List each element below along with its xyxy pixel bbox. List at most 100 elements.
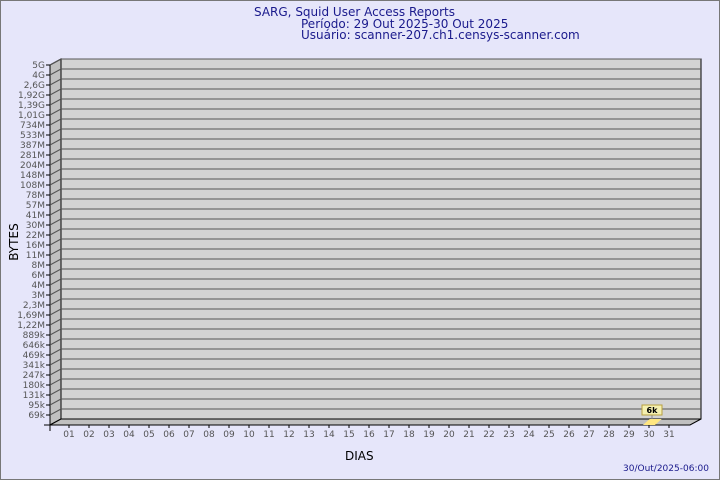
y-tick-label: 22M [26, 231, 45, 241]
x-tick-label: 09 [223, 430, 235, 440]
gridline-side [49, 388, 62, 396]
x-tick-label: 17 [383, 430, 394, 440]
timestamp: 30/Out/2025-06:00 [623, 464, 709, 474]
chart-user: Usuário: scanner-207.ch1.censys-scanner.… [301, 28, 580, 42]
gridline-side [49, 208, 62, 216]
x-tick-label: 15 [343, 430, 354, 440]
plot-floor [49, 418, 702, 426]
gridline-side [49, 258, 62, 266]
chart-period: Período: 29 Out 2025-30 Out 2025 [301, 17, 509, 31]
y-tick-label: 281M [20, 151, 45, 161]
gridline-side [49, 398, 62, 406]
y-tick-label: 8M [32, 261, 46, 271]
gridline-side [49, 108, 62, 116]
gridline-side [49, 378, 62, 386]
x-tick-label: 10 [243, 430, 255, 440]
y-tick-label: 30M [26, 221, 45, 231]
gridline-side [49, 308, 62, 316]
gridline-side [49, 228, 62, 236]
x-axis-label: DIAS [345, 449, 374, 463]
x-tick-label: 05 [143, 430, 154, 440]
y-tick-label: 247k [23, 371, 46, 381]
y-tick-label: 16M [26, 241, 45, 251]
gridline-side [49, 368, 62, 376]
x-tick-label: 30 [643, 430, 655, 440]
x-tick-label: 24 [523, 430, 535, 440]
y-tick-label: 889k [23, 331, 46, 341]
y-tick-label: 1,69M [17, 311, 45, 321]
bar-data-label: 6k [647, 406, 659, 415]
x-tick-label: 03 [103, 430, 114, 440]
x-tick-label: 01 [63, 430, 74, 440]
gridline-side [49, 148, 62, 156]
y-tick-label: 78M [26, 191, 45, 201]
gridline-side [49, 118, 62, 126]
gridline-side [49, 348, 62, 356]
x-tick-label: 20 [443, 430, 455, 440]
gridline-side [49, 158, 62, 166]
y-tick-label: 1,22M [17, 321, 45, 331]
gridline-side [49, 168, 62, 176]
x-tick-label: 22 [483, 430, 494, 440]
gridline-side [49, 128, 62, 136]
gridline-side [49, 248, 62, 256]
gridline-side [49, 238, 62, 246]
gridline-side [49, 358, 62, 366]
gridline-side [49, 408, 62, 416]
x-tick-label: 02 [83, 430, 94, 440]
gridline-side [49, 138, 62, 146]
gridline-side [49, 58, 62, 66]
x-tick-label: 04 [123, 430, 135, 440]
x-tick-label: 31 [663, 430, 674, 440]
x-tick-label: 07 [183, 430, 194, 440]
x-tick-label: 29 [623, 430, 635, 440]
x-tick-label: 11 [263, 430, 274, 440]
y-tick-label: 3M [32, 291, 46, 301]
gridline-side [49, 188, 62, 196]
y-tick-label: 131k [23, 391, 46, 401]
y-tick-label: 1,01G [18, 111, 45, 121]
y-tick-label: 148M [20, 171, 45, 181]
x-tick-label: 14 [323, 430, 335, 440]
y-tick-label: 1,39G [18, 101, 45, 111]
y-tick-label: 69k [28, 411, 45, 421]
gridline-side [49, 198, 62, 206]
y-tick-label: 180k [23, 381, 46, 391]
gridline-side [49, 178, 62, 186]
gridline-side [49, 268, 62, 276]
x-tick-label: 23 [503, 430, 514, 440]
x-tick-label: 27 [583, 430, 594, 440]
x-tick-label: 18 [403, 430, 415, 440]
gridline-side [49, 218, 62, 226]
bar-label-box [641, 404, 663, 416]
gridline-side [49, 78, 62, 86]
bar [643, 419, 662, 425]
y-tick-label: 1,92G [18, 91, 45, 101]
x-tick-label: 21 [463, 430, 474, 440]
gridline-side [49, 338, 62, 346]
x-tick-label: 13 [303, 430, 314, 440]
gridline-side [49, 298, 62, 306]
y-tick-label: 5G [32, 61, 45, 71]
y-tick-label: 341k [23, 361, 46, 371]
y-tick-label: 11M [26, 251, 45, 261]
y-tick-label: 4G [32, 71, 45, 81]
x-tick-label: 06 [163, 430, 175, 440]
y-tick-label: 41M [26, 211, 45, 221]
gridline-side [49, 328, 62, 336]
y-tick-label: 95k [28, 401, 45, 411]
x-tick-label: 25 [543, 430, 554, 440]
y-tick-label: 2,6G [24, 81, 45, 91]
x-tick-label: 12 [283, 430, 294, 440]
y-tick-label: 734M [20, 121, 45, 131]
gridline-side [49, 318, 62, 326]
gridline-side [49, 98, 62, 106]
gridline-side [49, 68, 62, 76]
chart-title: SARG, Squid User Access Reports [254, 5, 456, 19]
gridline-side [49, 278, 62, 286]
x-tick-label: 16 [363, 430, 375, 440]
x-tick-label: 26 [563, 430, 575, 440]
x-tick-label: 28 [603, 430, 615, 440]
gridline-side [49, 88, 62, 96]
